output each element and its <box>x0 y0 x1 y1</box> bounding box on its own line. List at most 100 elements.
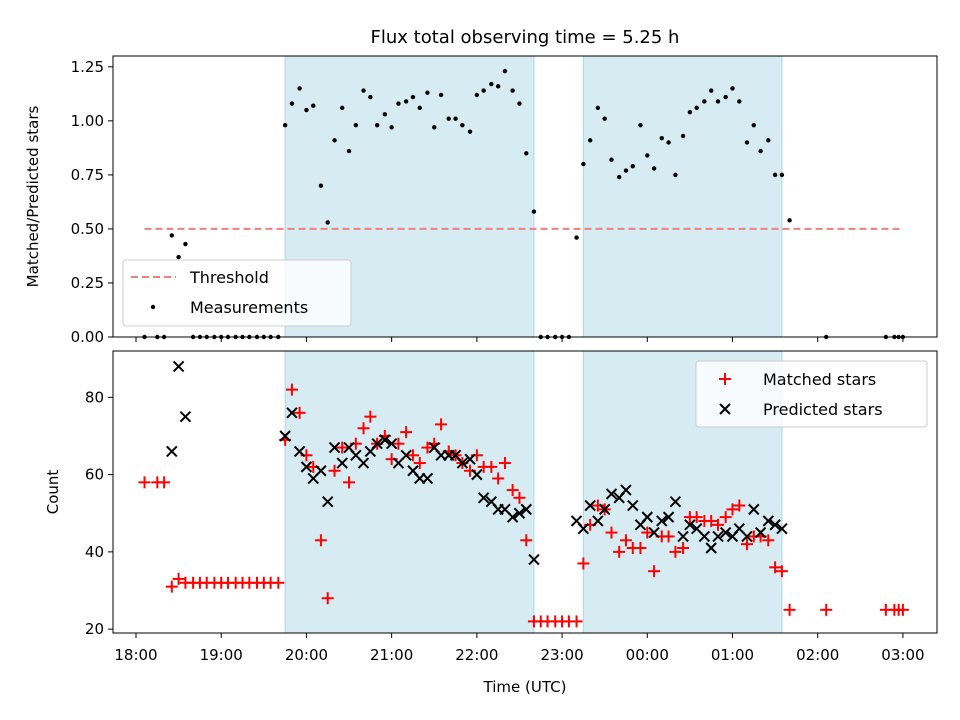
count-legend-box <box>695 360 928 428</box>
measurement-point <box>602 116 607 121</box>
predicted-star-point <box>506 511 519 523</box>
y-tick-label: 40 <box>85 543 104 561</box>
measurement-point <box>531 209 537 214</box>
predicted-star-point <box>669 495 682 508</box>
x-tick-label: 00:00 <box>626 646 669 664</box>
x-stroke <box>669 495 682 508</box>
matched-star-point <box>769 561 782 574</box>
measurement-point <box>659 135 664 141</box>
measurement-point <box>467 129 473 134</box>
matched-star-point <box>619 534 632 547</box>
x-tick-label: 01:00 <box>711 646 754 664</box>
matched-star-point <box>285 383 298 396</box>
x-stroke <box>513 507 526 519</box>
x-stroke <box>322 495 334 508</box>
measurement-point <box>645 153 650 158</box>
measurement-point <box>772 172 778 178</box>
matched-star-point <box>662 530 675 543</box>
measurement-point <box>587 138 593 143</box>
x-tick-label: 20:00 <box>285 646 328 664</box>
x-stroke <box>741 530 753 543</box>
measurement-point <box>432 125 437 130</box>
matched-star-point <box>762 534 775 547</box>
measurement-point <box>495 84 501 89</box>
predicted-star-point <box>656 515 668 527</box>
measurement-point <box>638 122 643 128</box>
matched-star-point <box>719 511 732 524</box>
measurement-point <box>446 116 451 121</box>
measurement-point <box>574 235 579 240</box>
predicted-star-point <box>357 457 370 469</box>
measurement-point <box>311 103 316 108</box>
x-stroke <box>684 519 696 531</box>
shaded-intervals-top <box>284 55 783 338</box>
x-stroke <box>279 430 291 442</box>
measurement-point <box>766 138 771 143</box>
measurement-point <box>524 151 529 156</box>
measurement-point <box>410 94 416 100</box>
matched-star-point <box>492 472 505 485</box>
y-tick-label: 60 <box>85 466 104 484</box>
matched-star-point <box>506 484 519 497</box>
predicted-star-point <box>584 499 596 512</box>
x-stroke <box>357 457 370 469</box>
measurement-point <box>396 101 401 106</box>
x-stroke <box>449 449 462 462</box>
measurement-point <box>474 92 480 98</box>
legend-matched-swatch <box>719 373 731 385</box>
measurement-point <box>730 86 735 91</box>
y-tick-label: 80 <box>85 388 104 406</box>
y-tick-label: 1.00 <box>71 112 104 130</box>
x-stroke <box>328 441 341 454</box>
measurement-point <box>453 116 458 121</box>
measurement-point <box>304 107 309 113</box>
observing-interval <box>582 55 783 338</box>
ratio-x-ticks <box>135 337 904 342</box>
x-stroke <box>385 438 398 450</box>
predicted-star-point <box>471 468 483 481</box>
predicted-star-point <box>322 495 334 508</box>
matched-star-point <box>293 406 306 419</box>
predicted-star-point <box>421 472 434 485</box>
measurement-point <box>616 174 622 180</box>
matched-star-point <box>726 503 739 516</box>
x-stroke <box>570 515 583 527</box>
matched-star-point <box>392 437 405 450</box>
measurement-point <box>673 172 678 178</box>
y-tick-label: 20 <box>85 620 104 638</box>
matched-star-point <box>435 418 448 431</box>
matched-star-point <box>272 576 285 589</box>
x-stroke <box>605 488 618 500</box>
predicted-star-point <box>172 360 185 373</box>
x-tick-label: 03:00 <box>881 646 924 664</box>
ratio-y-axis: 0.00 0.25 0.50 0.75 1.00 1.25 <box>71 58 113 346</box>
x-tick-label: 18:00 <box>114 646 157 664</box>
x-stroke <box>400 449 412 462</box>
matched-star-point <box>421 441 434 454</box>
predicted-star-point <box>328 441 341 454</box>
measurement-point <box>787 218 792 223</box>
x-stroke <box>690 522 703 535</box>
matched-star-point <box>690 511 703 524</box>
x-stroke <box>705 542 717 554</box>
measurement-point <box>353 122 359 128</box>
x-stroke <box>179 410 192 423</box>
count-panel: 20 40 60 80 18:00 19:00 20:00 21:00 22:00 23:00 0… <box>44 350 938 696</box>
x-stroke <box>754 526 767 539</box>
predicted-star-point <box>641 511 653 523</box>
x-tick-label: 21:00 <box>370 646 413 664</box>
predicted-star-point <box>513 507 526 519</box>
x-stroke <box>598 503 611 516</box>
matched-star-point <box>570 615 583 628</box>
x-axis-label: Time (UTC) <box>483 678 567 696</box>
predicted-star-point <box>605 488 618 500</box>
x-stroke <box>407 465 419 477</box>
matched-star-point <box>314 534 327 547</box>
count-panel-frame <box>112 350 938 634</box>
ratio-y-axis-label: Matched/Predicted stars <box>24 106 42 288</box>
chart-title: Flux total observing time = 5.25 h <box>371 27 680 48</box>
matched-star-point <box>733 499 746 512</box>
measurement-point <box>702 99 707 104</box>
measurement-point <box>289 101 295 106</box>
predicted-star-point <box>300 461 313 473</box>
